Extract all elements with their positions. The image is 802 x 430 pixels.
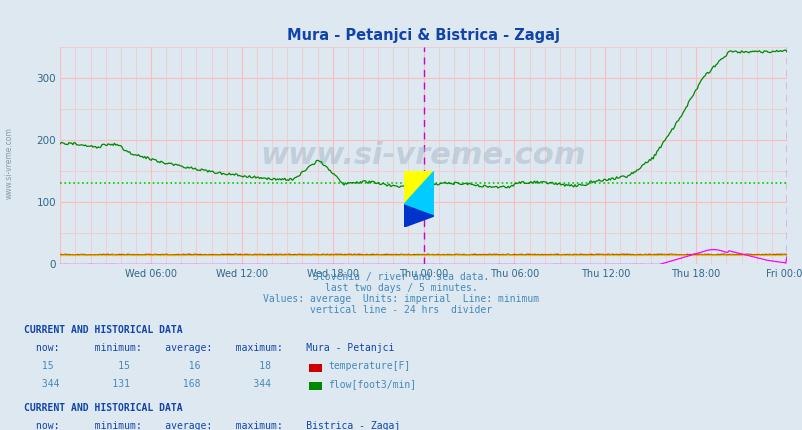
Text: 15           15          16          18: 15 15 16 18 [36,361,271,372]
Text: last two days / 5 minutes.: last two days / 5 minutes. [325,283,477,293]
Polygon shape [403,171,433,205]
Text: CURRENT AND HISTORICAL DATA: CURRENT AND HISTORICAL DATA [24,325,183,335]
Polygon shape [403,205,433,227]
Text: Slovenia / river and sea data.: Slovenia / river and sea data. [313,272,489,282]
Text: www.si-vreme.com: www.si-vreme.com [261,141,585,170]
Text: www.si-vreme.com: www.si-vreme.com [5,127,14,200]
Title: Mura - Petanjci & Bistrica - Zagaj: Mura - Petanjci & Bistrica - Zagaj [287,28,559,43]
Text: flow[foot3/min]: flow[foot3/min] [328,379,416,390]
Polygon shape [403,171,433,216]
Text: 344         131         168         344: 344 131 168 344 [36,379,271,390]
Text: now:      minimum:    average:    maximum:    Bistrica - Zagaj: now: minimum: average: maximum: Bistrica… [36,421,400,430]
Text: CURRENT AND HISTORICAL DATA: CURRENT AND HISTORICAL DATA [24,402,183,413]
Text: temperature[F]: temperature[F] [328,361,410,372]
Text: vertical line - 24 hrs  divider: vertical line - 24 hrs divider [310,305,492,315]
Text: now:      minimum:    average:    maximum:    Mura - Petanjci: now: minimum: average: maximum: Mura - P… [36,343,394,353]
Text: Values: average  Units: imperial  Line: minimum: Values: average Units: imperial Line: mi… [263,294,539,304]
